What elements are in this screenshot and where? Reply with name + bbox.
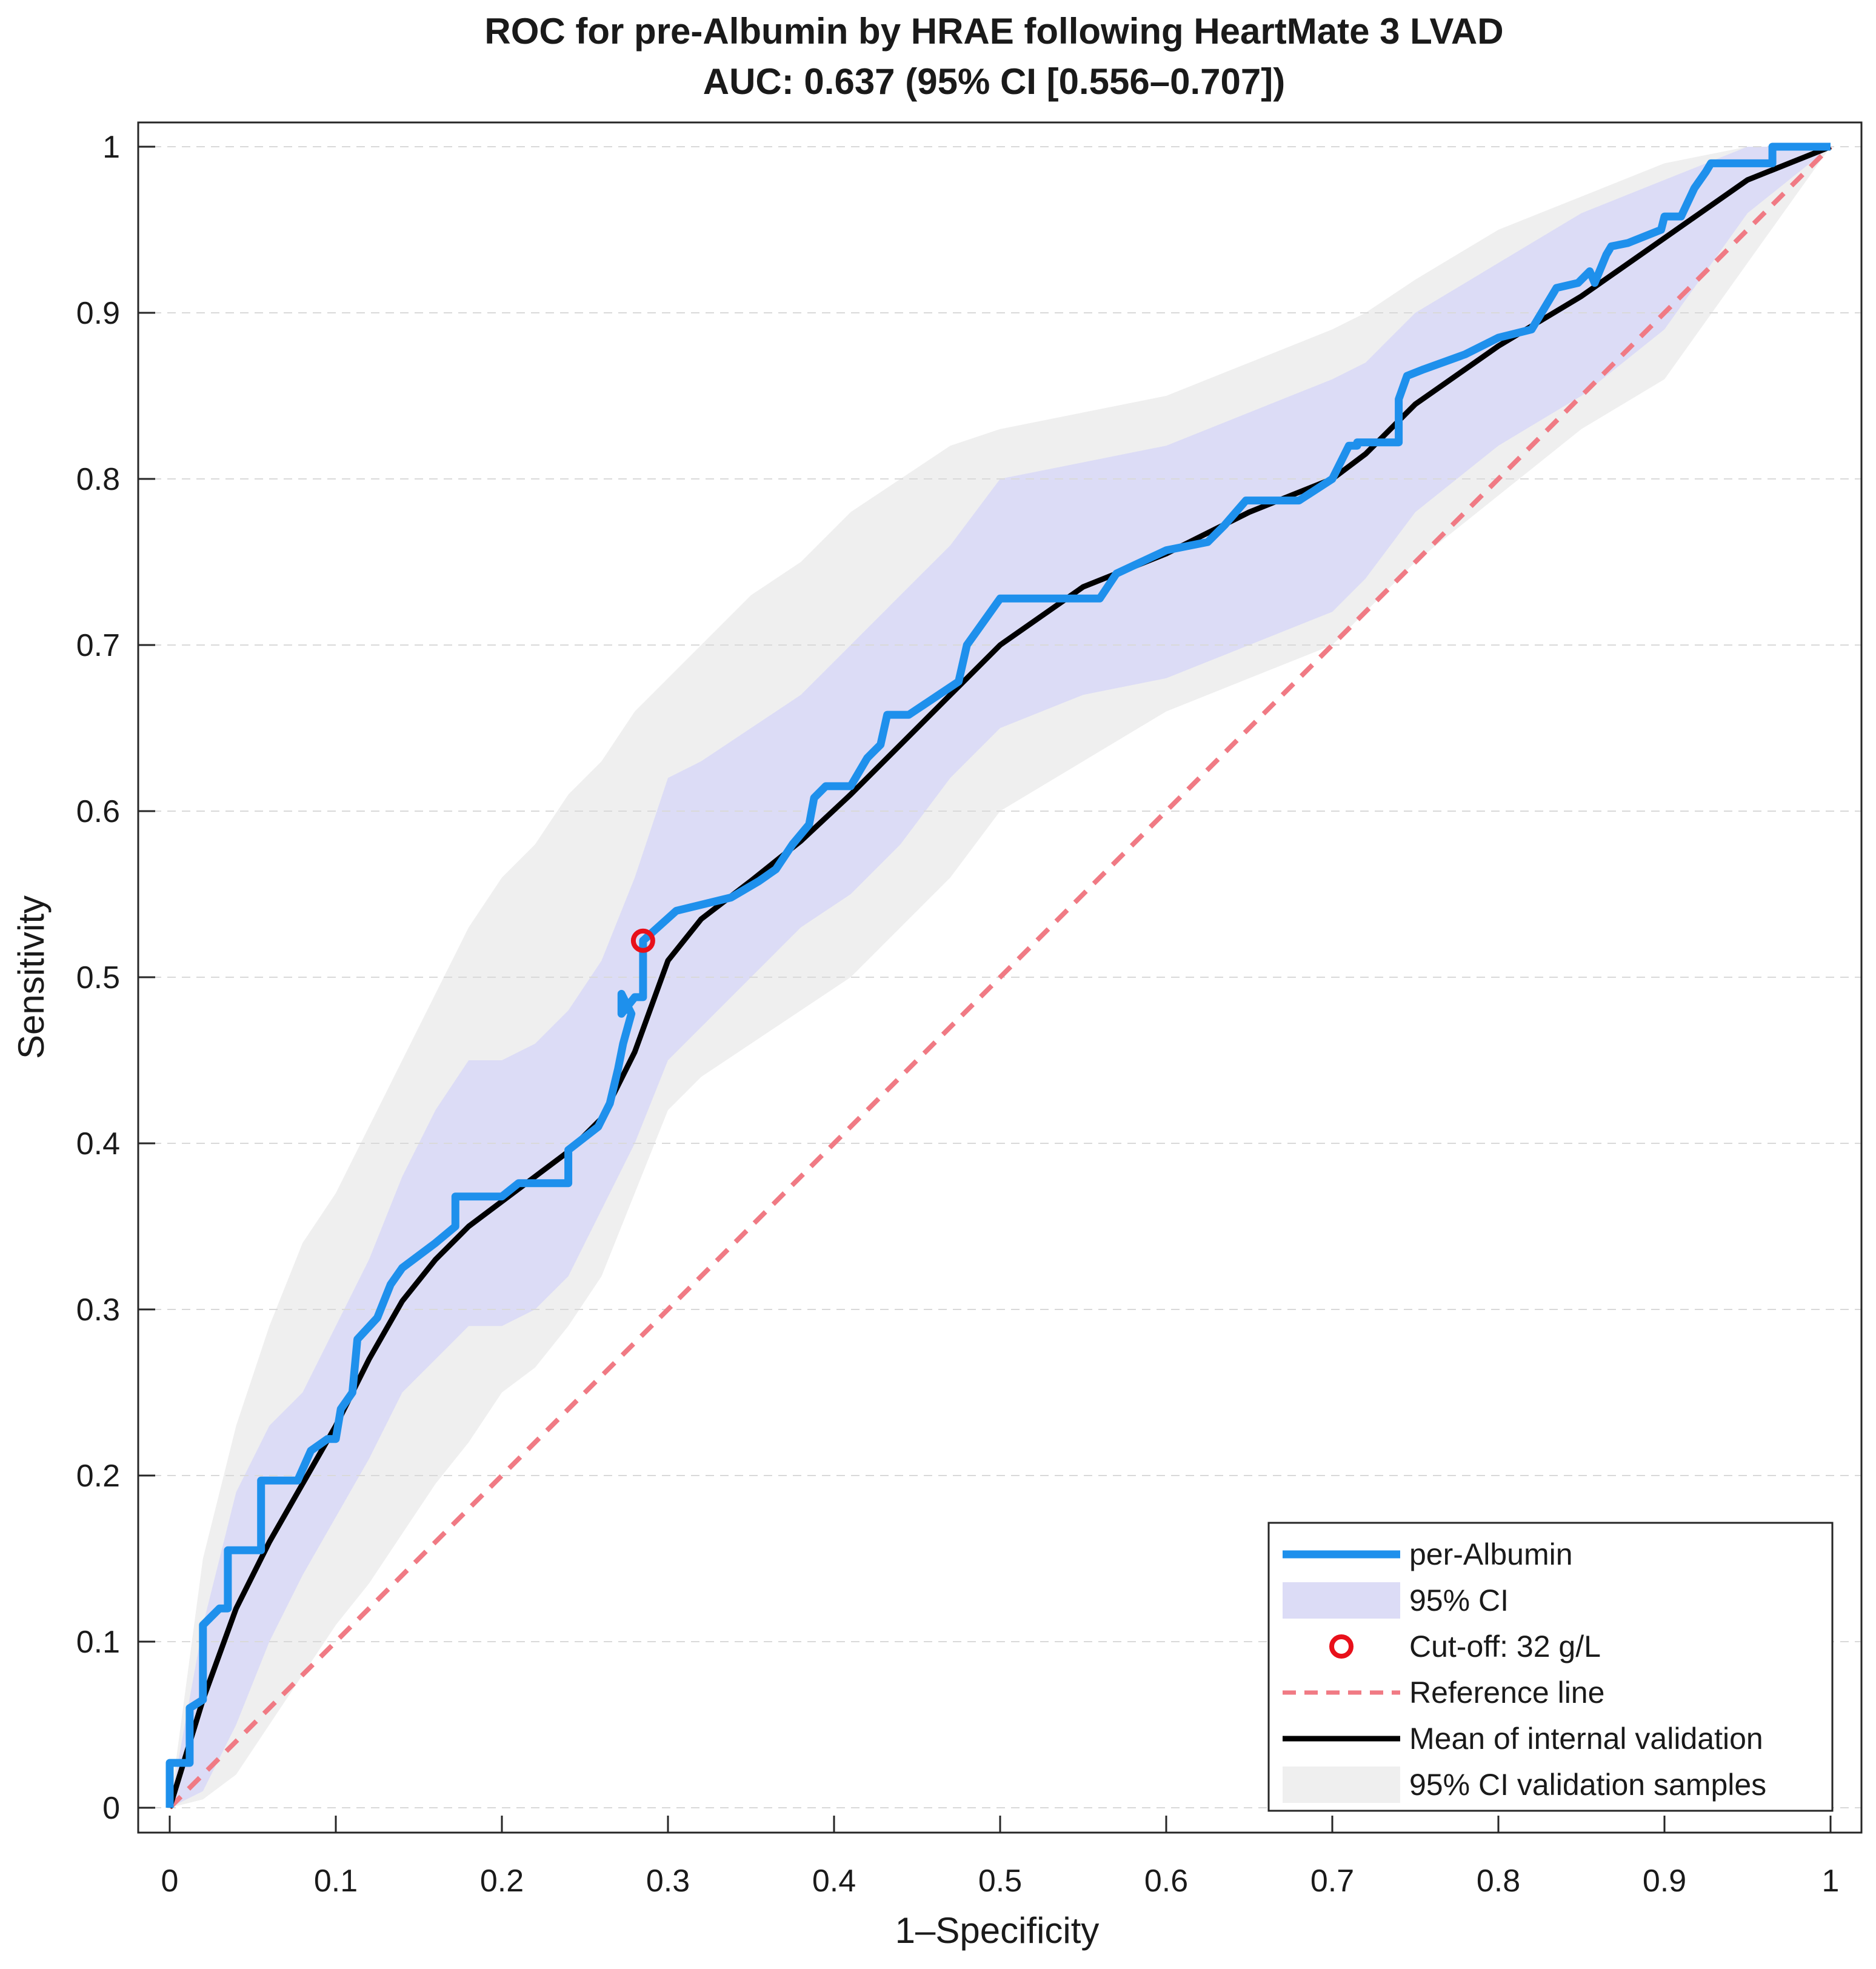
x-tick-label-0-9: 0.9 bbox=[1643, 1864, 1686, 1899]
y-axis-label: Sensitivity bbox=[11, 895, 52, 1059]
legend-box bbox=[1267, 1522, 1834, 1812]
axis-ticks bbox=[138, 145, 1832, 1833]
legend-swatch-cut-off-32-g-l bbox=[1329, 1634, 1354, 1659]
x-tick-label-0-7: 0.7 bbox=[1310, 1864, 1354, 1899]
legend-label-mean-of-internal-validation: Mean of internal validation bbox=[1409, 1722, 1763, 1756]
legend-swatch-95-ci-validation-samples bbox=[1283, 1767, 1400, 1803]
y-tick-label-1: 1 bbox=[102, 130, 120, 165]
y-tick-label-0: 0 bbox=[102, 1791, 120, 1826]
x-tick-label-0-2: 0.2 bbox=[480, 1864, 524, 1899]
legend-label-cut-off-32-g-l: Cut-off: 32 g/L bbox=[1409, 1630, 1601, 1663]
legend-swatch-95-ci bbox=[1283, 1582, 1400, 1619]
y-tick-labels: 0 0.1 0.2 0.3 0.4 0.5 0.6 0.7 0.8 0.9 1 bbox=[76, 130, 120, 1826]
x-tick-label-0-6: 0.6 bbox=[1144, 1864, 1188, 1899]
x-tick-label-0-8: 0.8 bbox=[1477, 1864, 1520, 1899]
y-tick-label-0-3: 0.3 bbox=[76, 1292, 120, 1328]
x-tick-label-0-4: 0.4 bbox=[812, 1864, 856, 1899]
reference-line bbox=[168, 145, 1832, 1810]
x-tick-label-0: 0 bbox=[161, 1864, 179, 1899]
y-tick-label-0-9: 0.9 bbox=[76, 296, 120, 331]
y-tick-label-0-6: 0.6 bbox=[76, 794, 120, 829]
y-tick-label-0-8: 0.8 bbox=[76, 462, 120, 497]
legend: per-Albumin 95% CI Cut-off: 32 g/L Referenc… bbox=[1267, 1522, 1834, 1812]
x-tick-label-1: 1 bbox=[1822, 1864, 1840, 1899]
roc-curve-line bbox=[165, 142, 1831, 1808]
y-tick-label-0-4: 0.4 bbox=[76, 1126, 120, 1162]
x-axis-label: 1–Specificity bbox=[895, 1910, 1100, 1951]
legend-label-95-ci-validation-samples: 95% CI validation samples bbox=[1409, 1768, 1766, 1802]
x-tick-label-0-1: 0.1 bbox=[314, 1864, 358, 1899]
y-tick-label-0-5: 0.5 bbox=[76, 960, 120, 995]
chart-subtitle: AUC: 0.637 (95% CI [0.556–0.707]) bbox=[703, 61, 1285, 102]
legend-label-per-albumin: per-Albumin bbox=[1409, 1537, 1573, 1571]
x-tick-labels: 0 0.1 0.2 0.3 0.4 0.5 0.6 0.7 0.8 0.9 1 bbox=[161, 1864, 1840, 1899]
legend-label-95-ci: 95% CI bbox=[1409, 1583, 1509, 1617]
y-tick-label-0-2: 0.2 bbox=[76, 1459, 120, 1494]
y-tick-label-0-7: 0.7 bbox=[76, 628, 120, 663]
x-tick-label-0-5: 0.5 bbox=[978, 1864, 1022, 1899]
cutoff-marker bbox=[630, 928, 655, 953]
y-tick-label-0-1: 0.1 bbox=[76, 1625, 120, 1660]
series-lines bbox=[165, 142, 1832, 1810]
legend-label-reference-line: Reference line bbox=[1409, 1676, 1604, 1710]
x-tick-label-0-3: 0.3 bbox=[646, 1864, 690, 1899]
chart-title: ROC for pre-Albumin by HRAE following He… bbox=[484, 11, 1503, 52]
